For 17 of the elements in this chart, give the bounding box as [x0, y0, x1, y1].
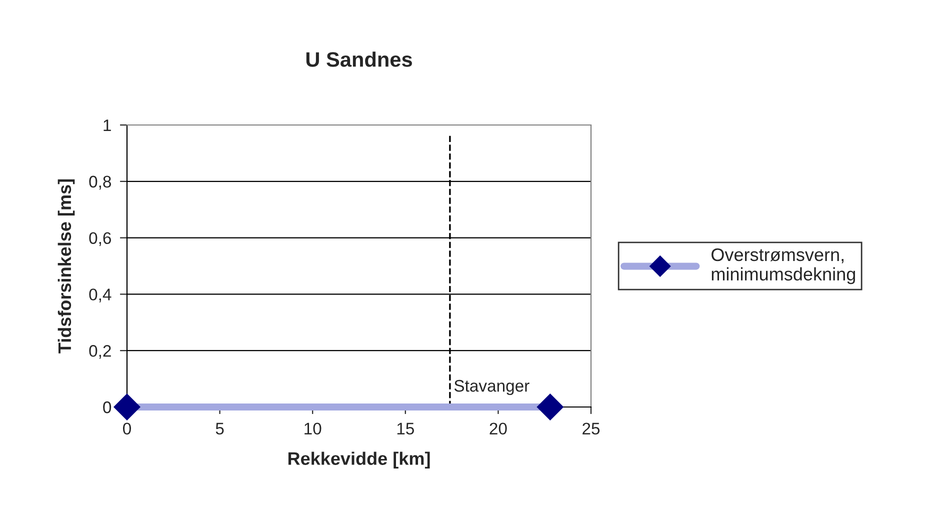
- x-tick-label: 0: [123, 422, 131, 435]
- chart-title: U Sandnes: [306, 52, 412, 67]
- y-tick-label: 0: [103, 401, 112, 414]
- legend-label: Overstrømsvern, minimumsdekning: [712, 248, 856, 284]
- x-tick-label: 20: [490, 422, 507, 435]
- x-axis-title: Rekkevidde [km]: [288, 452, 430, 469]
- x-tick-label: 25: [582, 422, 600, 435]
- y-tick-label: 0,8: [89, 176, 111, 190]
- y-tick-label: 1: [104, 120, 111, 132]
- x-tick-label: 15: [397, 422, 414, 435]
- y-tick-label: 0,2: [89, 345, 111, 359]
- y-tick-label: 0,4: [89, 288, 112, 302]
- x-tick-label: 5: [216, 422, 224, 435]
- y-tick-label: 0,6: [89, 232, 111, 246]
- x-tick-label: 10: [304, 422, 322, 435]
- ref-line-label: Stavanger: [454, 380, 530, 396]
- y-axis-title: Tidsforsinkelse [ms]: [58, 179, 75, 354]
